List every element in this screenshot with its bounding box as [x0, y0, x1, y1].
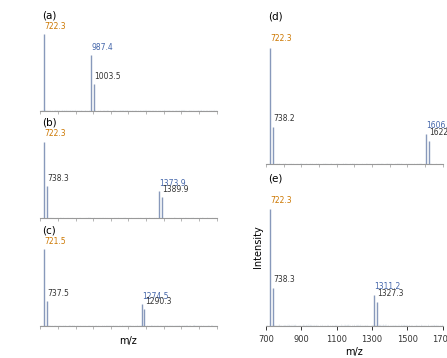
Text: (b): (b) — [42, 118, 57, 128]
Text: 722.3: 722.3 — [270, 34, 292, 43]
Text: 738.3: 738.3 — [47, 174, 69, 183]
Text: 721.5: 721.5 — [44, 237, 66, 246]
Text: 987.4: 987.4 — [91, 43, 113, 52]
Text: 737.5: 737.5 — [47, 289, 69, 298]
Text: 1290.3: 1290.3 — [145, 297, 171, 306]
Text: 722.3: 722.3 — [45, 22, 66, 31]
Text: (e): (e) — [268, 173, 282, 183]
Text: 1003.5: 1003.5 — [94, 72, 121, 81]
Text: 722.3: 722.3 — [270, 195, 292, 204]
Text: 1389.9: 1389.9 — [162, 185, 189, 194]
Text: 1327.3: 1327.3 — [377, 289, 404, 298]
Text: (d): (d) — [268, 12, 283, 22]
Text: 1274.5: 1274.5 — [142, 292, 169, 301]
Text: 1606.1: 1606.1 — [426, 121, 447, 130]
Text: 722.3: 722.3 — [45, 130, 66, 139]
Text: (c): (c) — [42, 225, 56, 235]
Y-axis label: Intensity: Intensity — [253, 226, 263, 268]
Text: 1373.9: 1373.9 — [160, 179, 186, 188]
Text: 1311.2: 1311.2 — [374, 282, 401, 291]
X-axis label: m/z: m/z — [120, 336, 137, 346]
X-axis label: m/z: m/z — [346, 347, 363, 357]
Text: 738.3: 738.3 — [273, 275, 295, 284]
Text: (a): (a) — [42, 10, 56, 20]
Text: 738.2: 738.2 — [273, 113, 295, 122]
Text: 1622.2: 1622.2 — [429, 127, 447, 136]
